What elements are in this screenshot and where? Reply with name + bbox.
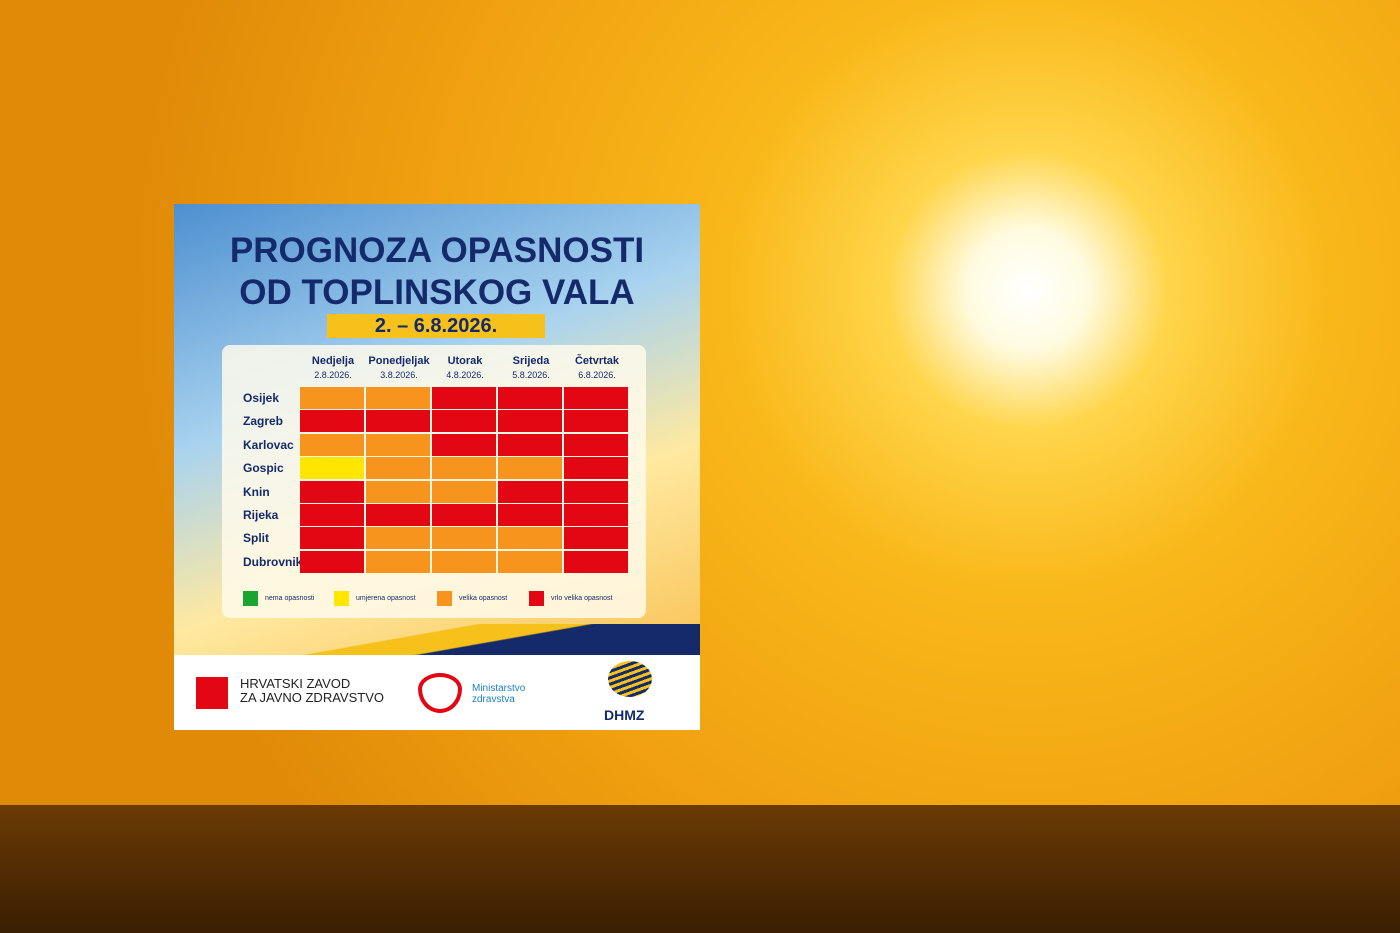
day-date: 6.8.2026. [578,370,616,380]
dhmz-logo [608,661,652,697]
day-name: Srijeda [512,355,550,367]
day-date: 4.8.2026. [446,370,484,380]
city-name: Dubrovnik [243,554,303,569]
hazard-cell [300,457,364,480]
legend-swatch [529,591,544,606]
city-name: Rijeka [243,508,279,522]
legend-label: umjerena opasnost [356,595,416,602]
city-name: Knin [243,484,270,499]
title-line: OD TOPLINSKOG VALA [239,273,635,312]
hazard-cell [300,527,364,550]
hazard-cell [498,387,562,409]
hazard-cell [432,410,496,433]
hazard-cell [564,457,628,480]
hazard-cell [366,550,430,573]
hazard-cell [498,550,562,573]
hazard-cell [432,457,496,480]
hazard-cell [300,550,364,573]
day-date: 5.8.2026. [512,370,550,380]
hazard-cell [564,480,628,503]
hazard-cell [498,457,562,480]
ministry-line: Ministarstvo [472,683,526,694]
hazard-cell [366,410,430,433]
title-line: PROGNOZA OPASNOSTI [229,231,645,270]
hazard-cell [564,433,628,456]
legend-label: nema opasnosti [265,595,315,602]
city-name: Gospic [243,461,284,476]
day-name: Nedjelja [311,355,355,367]
hazard-cell [300,433,364,456]
legend-swatch [243,591,258,606]
legend-label: velika opasnost [459,595,508,602]
hazard-cell [366,480,430,503]
hazard-cell [432,550,496,573]
hzjz-logo [196,677,228,709]
infographic: PROGNOZA OPASNOSTI OD TOPLINSKOG VALA 2.… [174,204,700,730]
day-date: 2.8.2026. [314,370,352,380]
hazard-cell [498,504,562,526]
forecast-table: Nedjelja 2.8.2026. Ponedjeljak 3.8.2026. Uto… [222,345,646,618]
hazard-cell [498,480,562,503]
hazard-cell [564,410,628,433]
hazard-cell [498,410,562,433]
hazard-cell [300,504,364,526]
hzjz-line: HRVATSKI ZAVOD [240,676,351,691]
legend-swatch [437,591,452,606]
city-name: Osijek [243,391,280,405]
hazard-cell [564,504,628,526]
day-name: Utorak [447,355,483,367]
hazard-cell [498,433,562,456]
date-range: 2. – 6.8.2026. [327,314,545,338]
hazard-cell [432,433,496,456]
hazard-cell [366,387,430,409]
ministry-logo [418,673,462,713]
day-date: 3.8.2026. [380,370,418,380]
hazard-cell [300,480,364,503]
hazard-cell [366,504,430,526]
hazard-cell [432,504,496,526]
title: PROGNOZA OPASNOSTI OD TOPLINSKOG VALA [174,230,700,314]
hzjz-name: HRVATSKI ZAVOD ZA JAVNO ZDRAVSTVO [240,677,384,705]
hazard-cell [432,527,496,550]
ministry-line: zdravstva [472,694,515,705]
footer: HRVATSKI ZAVOD ZA JAVNO ZDRAVSTVO Minist… [174,655,700,730]
city-name: Split [243,531,269,546]
legend-swatch [334,591,349,606]
day-name: Ponedjeljak [368,355,430,367]
ministry-name: Ministarstvo zdravstva [472,683,525,705]
hzjz-line: ZA JAVNO ZDRAVSTVO [240,690,384,705]
hazard-cell [564,387,628,409]
legend-label: vrlo velika opasnost [551,595,613,602]
hazard-cell [366,433,430,456]
city-name: Zagreb [243,414,284,429]
hazard-cell [300,387,364,409]
dhmz-name: DHMZ [604,707,645,723]
hazard-cell [432,480,496,503]
hazard-cell [366,457,430,480]
city-name: Karlovac [243,437,294,452]
hazard-cell [300,410,364,433]
day-name: Četvrtak [574,355,620,367]
hazard-cell [498,527,562,550]
hazard-cell [432,387,496,409]
hazard-cell [366,527,430,550]
hazard-cell [564,527,628,550]
hazard-cell [564,550,628,573]
sea [0,805,1400,933]
